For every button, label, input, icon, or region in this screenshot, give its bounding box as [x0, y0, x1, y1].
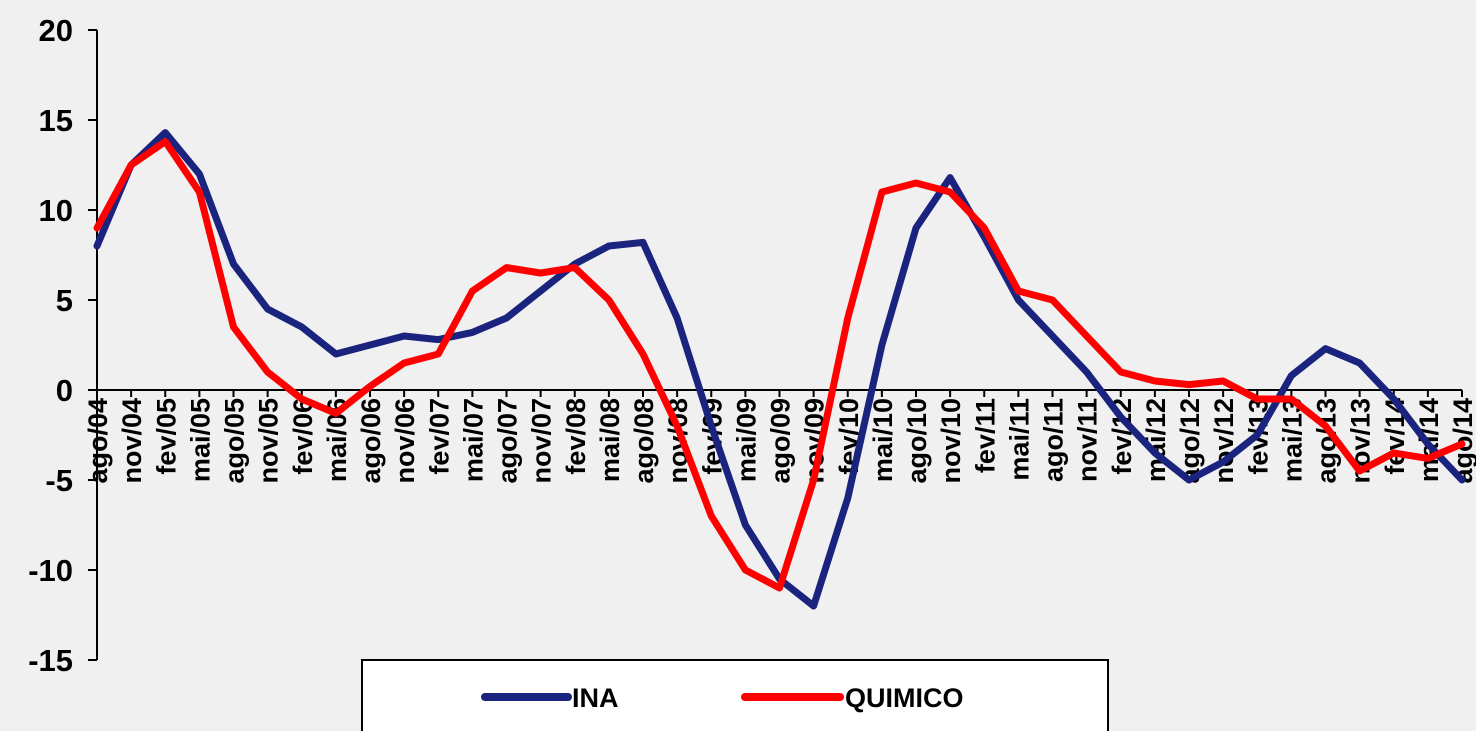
y-tick-label: 10: [39, 193, 73, 228]
legend: INA QUIMICO: [361, 659, 1109, 731]
legend-box: [361, 659, 1109, 731]
x-tick-label: nov/04: [117, 398, 147, 484]
x-tick-label: mai/08: [595, 398, 625, 482]
x-tick-label: mai/11: [1004, 398, 1034, 481]
y-tick-label: 5: [56, 283, 73, 318]
legend-label-ina: INA: [572, 683, 619, 713]
x-tick-label: fev/06: [288, 398, 318, 475]
x-tick-label: nov/06: [390, 398, 420, 484]
y-tick-label: 15: [39, 103, 73, 138]
x-axis: ago/04 nov/04 fev/05 mai/05 ago/05 nov/05 fev/…: [83, 389, 1476, 484]
x-tick-label: ago/06: [356, 398, 386, 484]
x-tick-label: nov/07: [527, 398, 557, 484]
y-tick-label: -15: [28, 643, 73, 678]
x-tick-label: ago/10: [902, 398, 932, 484]
y-tick-label: 0: [56, 373, 73, 408]
x-tick-label: fev/05: [151, 398, 181, 475]
x-tick-label: nov/11: [1073, 398, 1103, 482]
x-tick-label: fev/07: [424, 398, 454, 475]
x-tick-label: ago/05: [220, 398, 250, 484]
x-tick-label: fev/11: [970, 398, 1000, 473]
x-tick-label: ago/11: [1039, 398, 1069, 482]
x-tick-label: mai/10: [868, 398, 898, 482]
y-axis: 20 15 10 5 0 -5 -10 -15: [28, 13, 98, 678]
x-tick-label: mai/05: [185, 398, 215, 482]
x-tick-label: ago/09: [766, 398, 796, 484]
y-tick-label: -5: [45, 463, 73, 498]
x-tick-label: ago/04: [83, 398, 113, 484]
x-tick-label: ago/07: [493, 398, 523, 484]
x-tick-label: mai/07: [458, 398, 488, 482]
series-lines: [93, 129, 1466, 610]
x-tick-label: fev/08: [561, 398, 591, 475]
series-line-quimico: [93, 138, 1466, 592]
y-tick-label: -10: [28, 553, 73, 588]
x-tick-label: nov/05: [254, 398, 284, 484]
legend-label-quimico: QUIMICO: [845, 683, 964, 713]
x-tick-label: mai/09: [731, 398, 761, 482]
x-tick-label: ago/08: [629, 398, 659, 484]
y-tick-label: 20: [39, 13, 73, 48]
x-tick-label: nov/10: [936, 398, 966, 484]
